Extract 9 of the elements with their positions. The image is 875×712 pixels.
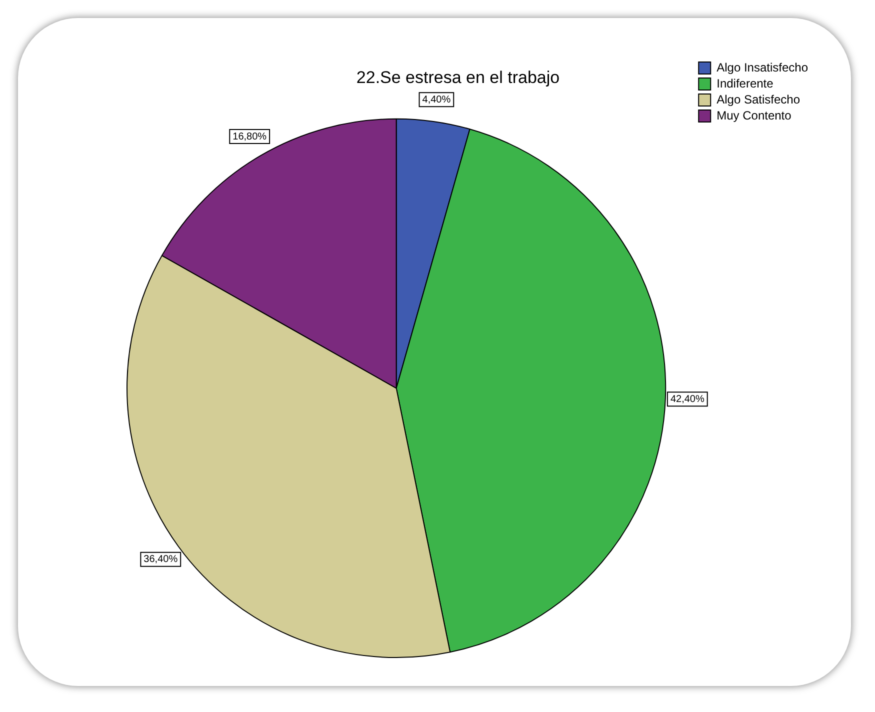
legend-label: Indiferente — [716, 76, 774, 90]
legend-label: Algo Insatisfecho — [716, 60, 808, 74]
legend-label: Algo Satisfecho — [716, 92, 800, 106]
data-label: 36,40% — [144, 554, 178, 566]
data-label: 4,40% — [422, 94, 451, 106]
chart-title: 22.Se estresa en el trabajo — [356, 68, 560, 87]
legend-label: Muy Contento — [716, 108, 792, 122]
data-label: 16,80% — [232, 131, 267, 142]
data-label: 42,40% — [670, 394, 704, 405]
